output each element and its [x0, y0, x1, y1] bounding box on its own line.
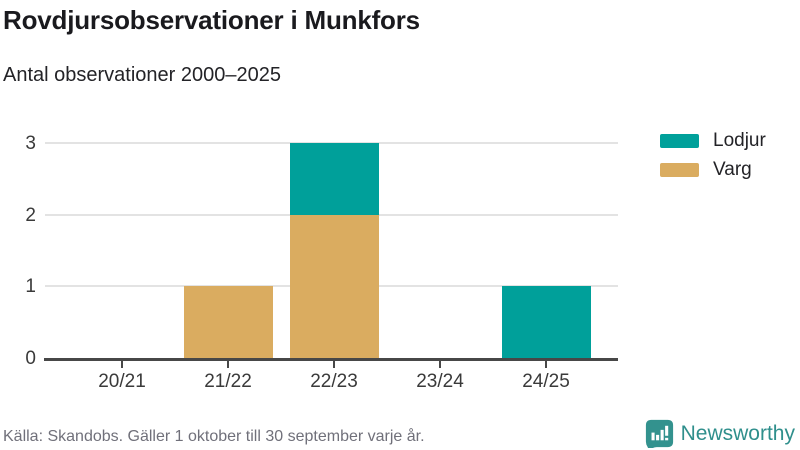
bar-21-22-varg	[183, 286, 273, 358]
x-axis-tick-23-24	[439, 361, 441, 368]
chart-subtitle: Antal observationer 2000–2025	[3, 64, 281, 86]
y-axis-label-3: 3	[25, 133, 36, 154]
x-axis-tick-22-23	[333, 361, 335, 368]
x-axis-tick-21-22	[227, 361, 229, 368]
newsworthy-logo-icon	[645, 419, 673, 448]
legend-swatch-lodjur	[660, 134, 699, 148]
bar-22-23-varg	[289, 214, 379, 358]
bar-24-25-lodjur	[501, 286, 591, 358]
x-axis-tick-20-21	[121, 361, 123, 368]
x-axis-label-21-22: 21/22	[204, 371, 252, 392]
chart-legend: Lodjur Varg	[660, 130, 766, 188]
x-axis-label-24-25: 24/25	[522, 371, 570, 392]
brand-name: Newsworthy	[680, 421, 795, 445]
y-axis-label-0: 0	[25, 348, 36, 369]
legend-label-varg: Varg	[713, 159, 752, 180]
legend-item-lodjur: Lodjur	[660, 130, 766, 152]
x-axis-label-23-24: 23/24	[416, 371, 464, 392]
source-note: Källa: Skandobs. Gäller 1 oktober till 3…	[3, 428, 425, 445]
legend-label-lodjur: Lodjur	[713, 130, 766, 151]
brand-link[interactable]: Newsworthy	[645, 419, 795, 448]
legend-swatch-varg	[660, 163, 699, 177]
y-axis-label-2: 2	[25, 204, 36, 226]
x-axis-tick-24-25	[545, 361, 547, 368]
x-axis-label-22-23: 22/23	[310, 371, 358, 392]
x-axis-label-20-21: 20/21	[98, 371, 146, 392]
bar-22-23-lodjur	[289, 143, 379, 215]
gridline-y3	[45, 142, 618, 144]
plot-area: 0 1 2 3 20/21 21/22 22/23 23/24 24/25	[25, 134, 618, 392]
legend-item-varg: Varg	[660, 159, 766, 181]
y-axis-label-1: 1	[25, 276, 36, 298]
chart-title: Rovdjursobservationer i Munkfors	[3, 5, 420, 35]
